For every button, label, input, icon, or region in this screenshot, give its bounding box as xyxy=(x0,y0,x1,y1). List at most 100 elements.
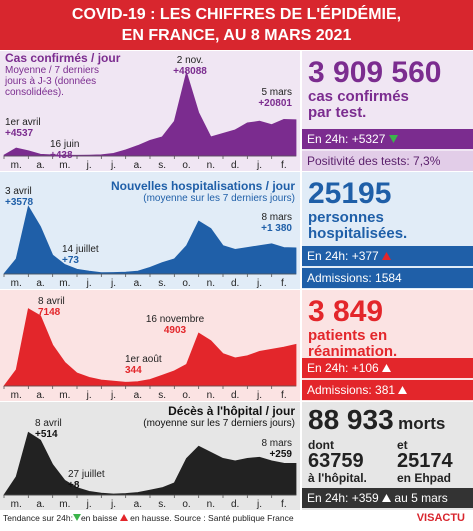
annotation-value: 7148 xyxy=(38,307,61,318)
x-tick-label: m. xyxy=(11,390,22,401)
x-tick-label: m. xyxy=(59,390,70,401)
chart-title: Décès à l'hôpital / jour xyxy=(168,404,295,418)
big-number: 88 933 xyxy=(308,404,394,435)
title-line: EN FRANCE, AU 8 MARS 2021 xyxy=(121,27,352,44)
title-line: COVID-19 : LES CHIFFRES DE L'ÉPIDÉMIE, xyxy=(71,6,402,23)
trend-legend: en baisse xyxy=(80,513,118,523)
annotation-date: 1er avril xyxy=(5,117,41,128)
annotation-date: 8 avril xyxy=(38,296,65,307)
chart-title: Cas confirmés / jour xyxy=(5,51,121,65)
stats: 3 909 560 cas confirmés par test. En 24h… xyxy=(300,51,473,171)
extra: Positivité des tests: 7,3% xyxy=(307,154,441,168)
change: En 24h: +106 xyxy=(307,361,379,375)
annotation-date: 2 nov. xyxy=(177,55,204,66)
x-tick-label: j. xyxy=(256,278,262,289)
change: En 24h: +5327 xyxy=(307,132,386,146)
x-tick-label: o. xyxy=(182,499,190,510)
chart: m. a. m. j. j. a. s. o. n. d. j. f. 8 avril+514 27 ju… xyxy=(3,418,297,510)
x-tick-label: j. xyxy=(86,390,92,401)
x-tick-label: d. xyxy=(231,499,239,510)
annotation-value: +4537 xyxy=(5,128,34,139)
x-tick-label: j. xyxy=(110,499,116,510)
x-tick-label: a. xyxy=(134,160,142,171)
x-tick-label: j. xyxy=(110,390,116,401)
stats: 88 933 morts dont 63759 à l'hôpital. et … xyxy=(300,402,473,510)
change-bar: En 24h: +106 xyxy=(302,358,473,378)
x-tick-label: o. xyxy=(182,278,190,289)
caption: patients en réanimation. xyxy=(308,327,398,360)
panel: m. a. m. j. j. a. s. o. n. d. j. f. 8 avril +514 27 ju… xyxy=(0,402,473,510)
annotation-date: 14 juillet xyxy=(62,244,99,255)
annotation-date: 16 novembre xyxy=(146,314,205,325)
x-tick-label: f. xyxy=(281,390,287,401)
header: COVID-19 : LES CHIFFRES DE L'ÉPIDÉMIE, E… xyxy=(0,0,473,50)
caption: en Ehpad xyxy=(397,471,452,485)
x-tick-label: m. xyxy=(59,160,70,171)
x-tick-label: j. xyxy=(86,499,92,510)
note: au 5 mars xyxy=(394,491,448,505)
x-tick-label: d. xyxy=(231,278,239,289)
annotation-date: 1er août xyxy=(125,354,162,365)
stats: 25195 personnes hospitalisées. En 24h: +… xyxy=(300,172,473,289)
chart-subtitle: Moyenne / 7 derniers jours à J-3 (donnée… xyxy=(5,65,99,98)
change-bar: En 24h: +5327 xyxy=(302,129,473,149)
x-tick-label: n. xyxy=(207,390,215,401)
number: 63759 xyxy=(308,450,364,472)
chart-title: Nouvelles hospitalisations / jour xyxy=(110,179,295,193)
stats: 3 849 patients en réanimation. En 24h: +… xyxy=(300,290,473,401)
annotation-date: 8 mars xyxy=(261,212,292,223)
annotation-value: +3578 xyxy=(5,197,34,208)
x-tick-label: f. xyxy=(281,278,287,289)
annotation-value: 4903 xyxy=(164,325,187,336)
x-tick-label: a. xyxy=(36,278,44,289)
change: En 24h: +359 xyxy=(307,491,379,505)
chart-subtitle: (moyenne sur les 7 derniers jours) xyxy=(143,418,295,429)
trend-up xyxy=(398,386,408,394)
x-tick-label: n. xyxy=(207,160,215,171)
x-tick-label: o. xyxy=(182,160,190,171)
area xyxy=(3,70,297,157)
x-tick-label: n. xyxy=(207,499,215,510)
annotation-value: 344 xyxy=(125,365,142,376)
chart-subtitle: (moyenne sur les 7 derniers jours) xyxy=(143,193,295,204)
x-tick-label: o. xyxy=(182,390,190,401)
chart: m. a. m. j. j. a. s. o. n. d. j. f. 1er avril+4537 16… xyxy=(3,55,297,171)
x-tick-label: a. xyxy=(36,390,44,401)
x-tick-label: a. xyxy=(36,499,44,510)
annotation-date: 27 juillet xyxy=(68,469,105,480)
trend-down xyxy=(388,135,398,143)
trend-up xyxy=(119,514,128,521)
annotation-value: +20801 xyxy=(258,98,292,109)
annotation-value: +259 xyxy=(269,449,292,460)
chart: m. a. m. j. j. a. s. o. n. d. j. f. 3 avril+3578 14 j… xyxy=(3,186,297,289)
x-tick-label: j. xyxy=(110,160,116,171)
trend-legend: Tendance sur 24h: xyxy=(3,513,73,523)
x-tick-label: a. xyxy=(36,160,44,171)
footer: Tendance sur 24h: en baisse en hausse. So… xyxy=(3,513,294,523)
x-tick-label: j. xyxy=(86,160,92,171)
area xyxy=(3,431,297,496)
x-tick-label: s. xyxy=(158,160,166,171)
x-tick-label: j. xyxy=(110,278,116,289)
extra-bar: Admissions: 381 xyxy=(302,380,473,400)
big-number: 3 909 560 xyxy=(308,56,442,89)
x-tick-label: f. xyxy=(281,160,287,171)
x-tick-label: a. xyxy=(134,499,142,510)
annotation-date: 8 mars xyxy=(261,438,292,449)
x-tick-label: j. xyxy=(86,278,92,289)
x-tick-label: m. xyxy=(59,278,70,289)
source: en hausse. Source : Santé publique Franc… xyxy=(130,513,294,523)
x-tick-label: m. xyxy=(11,278,22,289)
x-tick-label: j. xyxy=(256,499,262,510)
x-tick-label: j. xyxy=(256,160,262,171)
trend-up xyxy=(382,252,392,260)
panel: m. a. m. j. j. a. s. o. n. d. j. f. 8 avril 7148 16 no… xyxy=(0,290,473,401)
deaths: 88 933 morts xyxy=(308,404,445,436)
label: dont xyxy=(308,438,334,452)
annotation-value: +48088 xyxy=(173,66,207,77)
annotation-value: +8 xyxy=(68,480,80,491)
change-bar: En 24h: +377 xyxy=(302,246,473,266)
trend-up xyxy=(382,364,392,372)
extra-bar: Positivité des tests: 7,3% xyxy=(302,151,473,171)
